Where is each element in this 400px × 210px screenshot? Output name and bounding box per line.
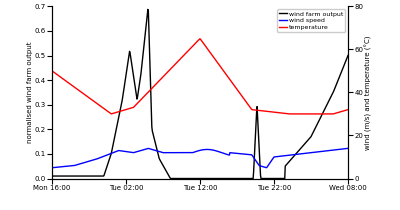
temperature [197,38,202,40]
wind speed [272,156,277,158]
temperature [273,111,278,114]
temperature [102,108,107,110]
wind speed [346,147,350,150]
temperature [50,70,54,72]
wind farm output [126,60,130,63]
temperature [184,52,188,54]
Line: wind speed: wind speed [52,148,348,168]
Line: wind farm output: wind farm output [52,9,348,178]
wind speed [224,153,229,156]
wind farm output [346,54,350,57]
wind farm output [274,177,278,180]
wind speed [126,151,130,153]
wind farm output [184,177,189,180]
wind farm output [168,177,173,180]
wind farm output [146,8,150,11]
wind farm output [225,177,230,180]
wind speed [50,167,54,169]
temperature [224,74,229,77]
wind speed [102,155,107,157]
temperature [126,108,130,110]
wind speed [247,153,252,156]
temperature [346,108,350,111]
Y-axis label: normalised wind farm output: normalised wind farm output [27,42,33,143]
wind speed [184,151,188,154]
Line: temperature: temperature [52,39,348,114]
Legend: wind farm output, wind speed, temperature: wind farm output, wind speed, temperatur… [277,9,345,32]
temperature [248,106,252,109]
wind farm output [50,175,54,177]
wind farm output [102,173,107,176]
wind farm output [248,177,253,180]
temperature [287,113,292,115]
Y-axis label: wind (m/s) and temperature (°C): wind (m/s) and temperature (°C) [365,35,372,150]
